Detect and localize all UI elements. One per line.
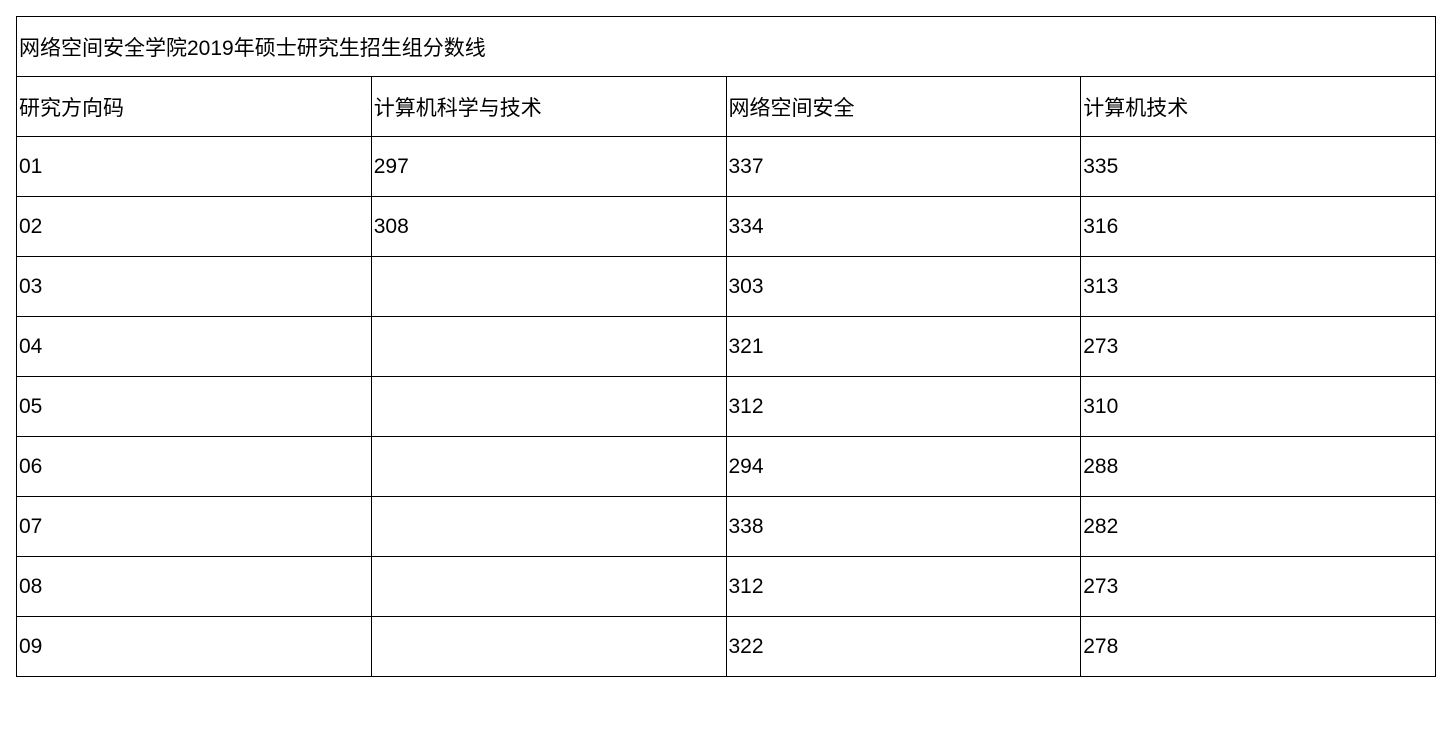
cell-tech: 273 [1081, 317, 1436, 377]
cell-cs: 308 [371, 197, 726, 257]
cell-cyber: 312 [726, 377, 1081, 437]
cell-cs [371, 377, 726, 437]
table-title: 网络空间安全学院2019年硕士研究生招生组分数线 [17, 17, 1436, 77]
cell-cyber: 334 [726, 197, 1081, 257]
cell-cs: 297 [371, 137, 726, 197]
cell-code: 03 [17, 257, 372, 317]
table-header-row: 研究方向码 计算机科学与技术 网络空间安全 计算机技术 [17, 77, 1436, 137]
table-title-row: 网络空间安全学院2019年硕士研究生招生组分数线 [17, 17, 1436, 77]
table-row: 04 321 273 [17, 317, 1436, 377]
cell-cs [371, 317, 726, 377]
table-row: 07 338 282 [17, 497, 1436, 557]
cell-code: 09 [17, 617, 372, 677]
cell-cyber: 337 [726, 137, 1081, 197]
cell-cs [371, 557, 726, 617]
cell-code: 05 [17, 377, 372, 437]
header-cyber-security: 网络空间安全 [726, 77, 1081, 137]
table-row: 08 312 273 [17, 557, 1436, 617]
cell-cyber: 322 [726, 617, 1081, 677]
cell-code: 01 [17, 137, 372, 197]
cell-cyber: 294 [726, 437, 1081, 497]
cell-cs [371, 617, 726, 677]
table-row: 06 294 288 [17, 437, 1436, 497]
cell-code: 06 [17, 437, 372, 497]
score-table-container: 网络空间安全学院2019年硕士研究生招生组分数线 研究方向码 计算机科学与技术 … [16, 16, 1436, 677]
header-cs-tech: 计算机科学与技术 [371, 77, 726, 137]
cell-tech: 273 [1081, 557, 1436, 617]
cell-cyber: 321 [726, 317, 1081, 377]
table-row: 03 303 313 [17, 257, 1436, 317]
header-computer-tech: 计算机技术 [1081, 77, 1436, 137]
cell-tech: 316 [1081, 197, 1436, 257]
cell-cyber: 303 [726, 257, 1081, 317]
cell-code: 04 [17, 317, 372, 377]
cell-tech: 310 [1081, 377, 1436, 437]
cell-code: 02 [17, 197, 372, 257]
cell-cyber: 312 [726, 557, 1081, 617]
score-table: 网络空间安全学院2019年硕士研究生招生组分数线 研究方向码 计算机科学与技术 … [16, 16, 1436, 677]
header-direction-code: 研究方向码 [17, 77, 372, 137]
cell-cyber: 338 [726, 497, 1081, 557]
cell-tech: 288 [1081, 437, 1436, 497]
cell-tech: 282 [1081, 497, 1436, 557]
table-row: 02 308 334 316 [17, 197, 1436, 257]
cell-code: 08 [17, 557, 372, 617]
table-row: 05 312 310 [17, 377, 1436, 437]
table-row: 09 322 278 [17, 617, 1436, 677]
table-row: 01 297 337 335 [17, 137, 1436, 197]
cell-tech: 313 [1081, 257, 1436, 317]
cell-tech: 335 [1081, 137, 1436, 197]
cell-code: 07 [17, 497, 372, 557]
cell-cs [371, 497, 726, 557]
cell-tech: 278 [1081, 617, 1436, 677]
cell-cs [371, 437, 726, 497]
cell-cs [371, 257, 726, 317]
